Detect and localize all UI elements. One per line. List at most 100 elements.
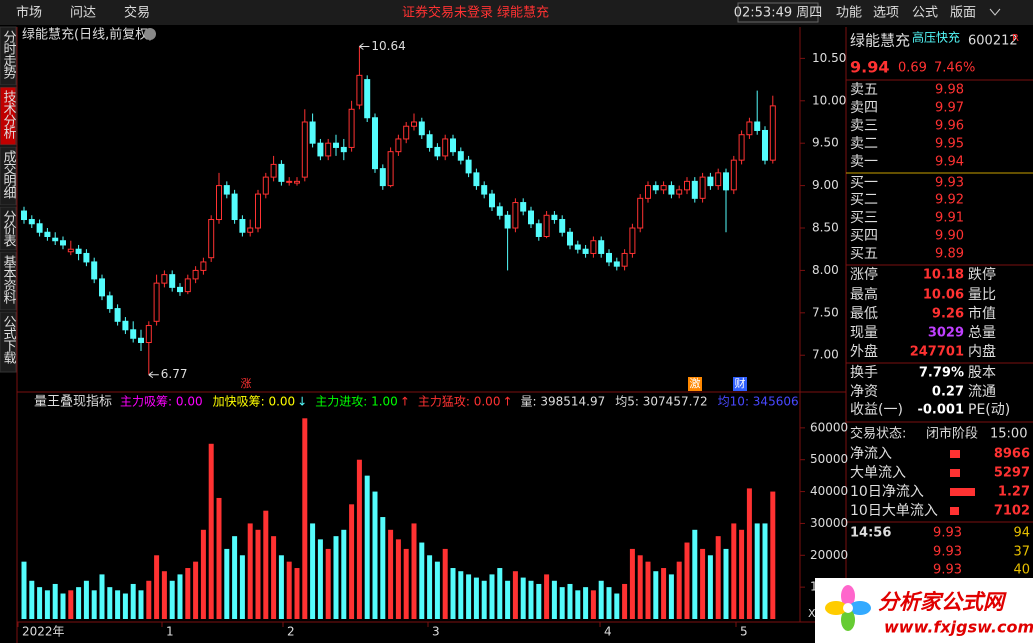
volume-bar [567, 583, 573, 619]
side-tab[interactable] [0, 146, 17, 206]
side-tab-label[interactable]: 基本资料 [1, 255, 17, 304]
menu-item[interactable]: 选项 [873, 6, 899, 21]
candle-body [333, 142, 339, 148]
candle-body [543, 214, 550, 237]
volume-bar [83, 580, 89, 619]
candle-body [762, 129, 768, 161]
flow-label: 10日大单流入 [850, 503, 938, 519]
candle-body [621, 252, 628, 267]
book-label: 买三 [850, 210, 878, 226]
menu-item[interactable]: 问达 [70, 6, 96, 21]
volume-bar [590, 590, 596, 619]
candle-body [200, 261, 207, 271]
stat-label: PE(动) [968, 402, 1010, 418]
menu-item[interactable]: 功能 [836, 6, 862, 21]
side-tab-label[interactable]: 分时走势 [1, 30, 17, 80]
book-label: 卖四 [850, 100, 878, 116]
candle-body [754, 121, 761, 131]
event-marker[interactable]: 涨 [241, 377, 252, 390]
volume-bar [676, 561, 682, 619]
candle-body [169, 274, 176, 288]
y-tick-label: 8.00 [812, 263, 839, 277]
side-tab[interactable] [0, 206, 17, 251]
login-notice[interactable]: 证券交易未登录 [402, 5, 493, 21]
logo-icon [825, 585, 871, 631]
chart-title: 绿能慧充(日线,前复权) [22, 27, 153, 43]
volume-bar [208, 443, 214, 619]
tick-volume: 94 [1013, 526, 1030, 541]
logo: 分析家公式网 www.fxjgsw.com [815, 578, 1033, 643]
candle-body [746, 121, 753, 136]
volume-bar [637, 555, 643, 619]
volume-bar [349, 504, 355, 619]
volume-bar [278, 555, 284, 619]
volume-bar [684, 542, 690, 619]
volume-bar [115, 590, 121, 619]
candle-body [574, 244, 581, 250]
side-tab[interactable] [0, 311, 17, 373]
side-tab[interactable] [0, 251, 17, 311]
side-tab-label[interactable]: 成交明细 [1, 150, 17, 199]
y-tick-label: 50000 [810, 452, 848, 466]
side-tab[interactable] [0, 26, 17, 86]
candle-body [262, 176, 269, 195]
candle-body [481, 185, 488, 195]
volume-bar [91, 590, 97, 619]
title-icon[interactable] [144, 28, 156, 40]
candle-body [598, 240, 605, 254]
stat-label: 净资 [850, 384, 878, 400]
volume-bar [645, 561, 651, 619]
stock-code: 600212 [968, 34, 1018, 49]
volume-bar [715, 536, 721, 619]
candle-body [512, 202, 519, 229]
logo-name: 分析家公式网 [878, 590, 1007, 614]
menu-arrow[interactable] [989, 8, 1001, 16]
menu-item[interactable]: 公式 [912, 6, 938, 21]
volume-bar [232, 536, 238, 619]
volume-bar [442, 548, 448, 619]
candle-body [660, 185, 667, 191]
side-tab[interactable] [0, 86, 17, 146]
volume-bar [427, 555, 433, 619]
event-marker[interactable]: 财 [735, 376, 746, 390]
volume-bar [263, 510, 269, 619]
side-tab-label[interactable]: 技术分析 [1, 90, 17, 139]
candle-body [613, 261, 620, 267]
logo-url[interactable]: www.fxjgsw.com [884, 618, 1033, 637]
event-marker[interactable]: 激 [690, 376, 701, 390]
volume-bar [661, 568, 667, 619]
candle-body [707, 176, 714, 187]
book-price: 9.97 [935, 101, 964, 116]
volume-bar [692, 529, 698, 619]
flow-value: 1.27 [998, 485, 1030, 500]
candle-body [668, 185, 675, 195]
side-tab-label[interactable]: 分价表 [1, 210, 17, 247]
volume-bar [466, 574, 472, 619]
volume-bar [388, 529, 394, 619]
menu-item[interactable]: 市场 [16, 5, 42, 21]
book-label: 买二 [850, 192, 878, 208]
volume-bar [629, 548, 635, 619]
candle-body [723, 172, 729, 191]
stock-link[interactable]: 绿能慧充 [497, 5, 549, 21]
volume-bar [614, 593, 620, 619]
volume-bar [333, 536, 339, 619]
legend-item: 加快吸筹: 0.00 [213, 395, 296, 409]
menu-item[interactable]: 交易 [124, 5, 150, 21]
y-tick-label: 60000 [810, 420, 848, 434]
menu-item[interactable]: 版面 [950, 6, 976, 21]
candle-body [231, 193, 238, 221]
candle-body [645, 185, 651, 199]
stat-label: 市值 [968, 305, 996, 322]
stat-label: 现量 [850, 325, 878, 341]
flow-label: 10日净流入 [850, 484, 924, 500]
stat-value: -0.001 [917, 403, 964, 418]
volume-bar [341, 529, 347, 619]
last-price: 9.94 [850, 58, 889, 77]
x-tick-label: 4 [604, 625, 612, 639]
candle-body [715, 172, 722, 187]
stock-concept[interactable]: 高压快充 [912, 30, 960, 45]
volume-bar [473, 577, 479, 619]
side-tab-label[interactable]: 公式下载 [1, 315, 17, 365]
